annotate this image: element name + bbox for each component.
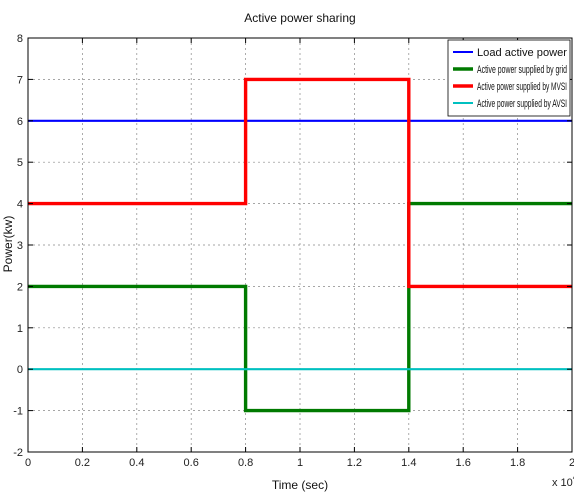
y-tick-label: 7 bbox=[17, 74, 23, 86]
chart-title: Active power sharing bbox=[244, 11, 355, 25]
series-line-2 bbox=[28, 201, 572, 413]
x-axis-label: Time (sec) bbox=[272, 478, 328, 492]
y-tick-label: 3 bbox=[17, 240, 23, 252]
x-tick-label: 1.2 bbox=[347, 457, 362, 469]
y-axis-label: Power(kw) bbox=[1, 216, 15, 273]
series-layer bbox=[28, 77, 572, 413]
x-axis-multiplier: x 104 bbox=[552, 473, 574, 489]
legend-label: Active power supplied by AVSI bbox=[477, 98, 567, 110]
y-tick-label: 4 bbox=[17, 199, 23, 211]
legend: Load active power Active power supplied b… bbox=[447, 39, 571, 117]
x-tick-label: 1.8 bbox=[510, 457, 525, 469]
legend-label: Active power supplied by grid bbox=[477, 64, 567, 76]
legend-label: Load active power bbox=[477, 47, 567, 59]
x-tick-label: 1 bbox=[297, 457, 303, 469]
y-tick-label: -2 bbox=[13, 447, 23, 459]
x-tick-label: 0.2 bbox=[75, 457, 90, 469]
y-tick-label: 5 bbox=[17, 157, 23, 169]
x-tick-label: 1.4 bbox=[401, 457, 416, 469]
x-tick-label: 0.8 bbox=[238, 457, 253, 469]
y-tick-label: -1 bbox=[13, 406, 23, 418]
y-tick-label: 2 bbox=[17, 281, 23, 293]
y-tick-label: 6 bbox=[17, 116, 23, 128]
axis-ticks: 0 0.2 0.4 0.6 0.8 1 1.2 1.4 1.6 1.8 2 -2 -1 0 1 2 3 4 5 6 7 8 bbox=[13, 33, 574, 469]
x-axis-multiplier-exponent: 4 bbox=[573, 473, 574, 482]
x-tick-label: 0.4 bbox=[129, 457, 144, 469]
y-tick-label: 8 bbox=[17, 33, 23, 45]
legend-label: Active power supplied by MVSI bbox=[477, 81, 567, 93]
x-tick-label: 2 bbox=[569, 457, 574, 469]
x-tick-label: 1.6 bbox=[456, 457, 471, 469]
x-tick-label: 0.6 bbox=[184, 457, 199, 469]
series-line-3 bbox=[28, 77, 572, 289]
y-tick-label: 1 bbox=[17, 323, 23, 335]
y-tick-label: 0 bbox=[17, 364, 23, 376]
x-tick-label: 0 bbox=[25, 457, 31, 469]
x-axis-multiplier-base: x 10 bbox=[552, 477, 573, 489]
